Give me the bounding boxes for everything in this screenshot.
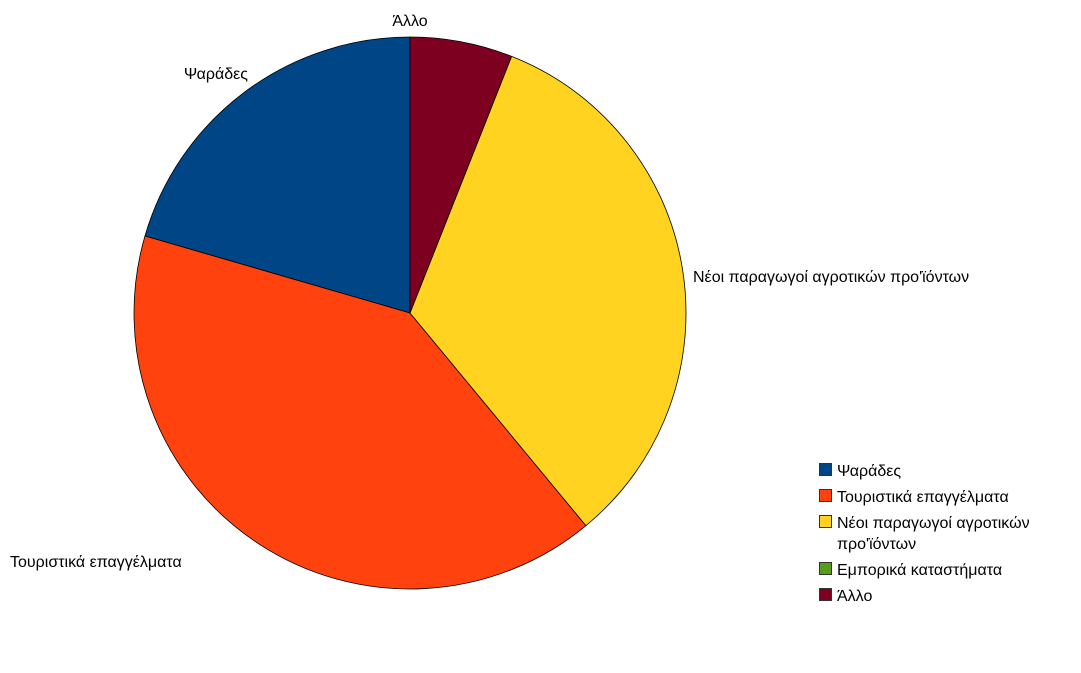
legend-label: Εμπορικά καταστήματα <box>837 562 1003 579</box>
pie-slice-ψαραδες <box>144 36 411 314</box>
legend-item-νεοι-παραγωγοι-αγροτικων-προ-ιοντων: Νέοι παραγωγοί αγροτικών προ'ϊόντων <box>819 513 1074 555</box>
legend-item-εμπορικα-καταστηματα: Εμπορικά καταστήματα <box>819 560 1074 581</box>
legend-swatch <box>819 463 832 476</box>
slice-label-τουριστικα-επαγγελματα: Τουριστικά επαγγέλματα <box>10 554 182 571</box>
legend-label: Τουριστικά επαγγέλματα <box>837 489 1009 506</box>
pie-slice-τουριστικα-επαγγελματα <box>133 235 587 590</box>
legend-label: Νέοι παραγωγοί αγροτικών προ'ϊόντων <box>837 515 1030 553</box>
legend-swatch <box>819 489 832 502</box>
pie-slice-αλλο <box>409 36 513 314</box>
legend-item-ψαραδες: Ψαράδες <box>819 461 1074 482</box>
legend-label: Ψαράδες <box>837 463 902 480</box>
slice-label-αλλο: Άλλο <box>392 13 427 30</box>
slice-label-ψαραδες: Ψαράδες <box>184 66 248 83</box>
legend-swatch <box>819 588 832 601</box>
chart-legend: Ψαράδες Τουριστικά επαγγέλματα Νέοι παραγω… <box>819 461 1074 612</box>
legend-swatch <box>819 515 832 528</box>
legend-item-τουριστικα-επαγγελματα: Τουριστικά επαγγέλματα <box>819 487 1074 508</box>
legend-label: Άλλο <box>837 588 873 605</box>
slice-label-νεοι-παραγωγοι-αγροτικων-προ-ιοντων: Νέοι παραγωγοί αγροτικών προ'ϊόντων <box>693 269 969 286</box>
pie-slice-νεοι-παραγωγοι-αγροτικων-προ-ιοντων <box>409 55 687 527</box>
legend-item-αλλο: Άλλο <box>819 586 1074 607</box>
legend-swatch <box>819 562 832 575</box>
